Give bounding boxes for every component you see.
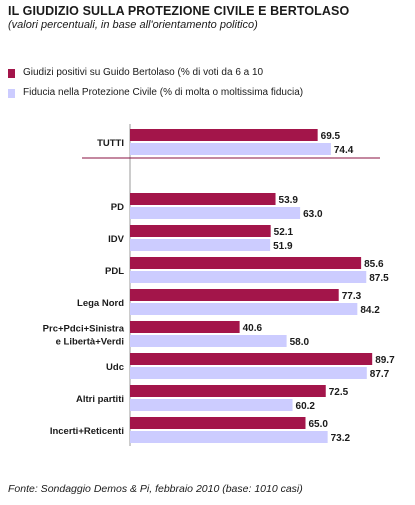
category-label-2-0: IDV: [108, 234, 125, 245]
bar-series2-3: [130, 271, 367, 283]
category-label-5-1: e Libertà+Verdi: [56, 337, 124, 348]
bar-series1-3: [130, 257, 362, 269]
source-note: Fonte: Sondaggio Demos & Pi, febbraio 20…: [8, 483, 303, 495]
bar-series2-2: [130, 239, 271, 251]
legend-label-series2: Fiducia nella Protezione Civile (% di mo…: [23, 87, 304, 98]
bar-series2-7: [130, 399, 293, 411]
category-label-3-0: PDL: [105, 266, 124, 277]
bar-series2-5: [130, 335, 287, 347]
chart-subtitle: (valori percentuali, in base all'orienta…: [8, 19, 258, 31]
legend-swatch-series1: [8, 68, 15, 78]
value-label-series1-3: 85.6: [364, 259, 384, 270]
value-label-series2-3: 87.5: [369, 273, 389, 284]
value-label-series1-7: 72.5: [329, 387, 349, 398]
value-label-series1-6: 89.7: [375, 355, 395, 366]
value-label-series1-5: 40.6: [243, 323, 263, 334]
bar-series1-0: [130, 129, 318, 141]
value-label-series1-4: 77.3: [342, 291, 362, 302]
legend-item-series2: Fiducia nella Protezione Civile (% di mo…: [8, 83, 303, 103]
value-label-series1-2: 52.1: [274, 227, 294, 238]
bar-series1-5: [130, 321, 240, 333]
bar-series1-6: [130, 353, 373, 365]
bar-chart: 69.5 74.4 TUTTI 53.9 63.0 PD 52.1 51.9 IDV 85.6 87…: [43, 124, 395, 446]
category-label-8-0: Incerti+Reticenti: [50, 426, 124, 437]
category-label-5-0: Prc+Pdci+Sinistra: [43, 324, 125, 335]
bar-series1-2: [130, 225, 271, 237]
value-label-series2-5: 58.0: [290, 337, 310, 348]
category-label-4-0: Lega Nord: [77, 298, 124, 309]
category-label-6-0: Udc: [106, 362, 124, 373]
bar-series1-7: [130, 385, 326, 397]
category-label-1-0: PD: [111, 202, 124, 213]
legend-swatch-series2: [8, 88, 15, 98]
value-label-series2-7: 60.2: [296, 401, 316, 412]
value-label-series2-0: 74.4: [334, 145, 354, 156]
bar-series2-8: [130, 431, 328, 443]
bar-series2-4: [130, 303, 358, 315]
value-label-series1-0: 69.5: [321, 131, 341, 142]
value-label-series2-1: 63.0: [303, 209, 323, 220]
legend: Giudizi positivi su Guido Bertolaso (% d…: [8, 63, 303, 103]
value-label-series2-8: 73.2: [331, 433, 351, 444]
bar-series2-1: [130, 207, 301, 219]
value-label-series2-2: 51.9: [273, 241, 293, 252]
chart-title: IL GIUDIZIO SULLA PROTEZIONE CIVILE E BE…: [8, 4, 350, 18]
bar-series2-0: [130, 143, 331, 155]
value-label-series1-8: 65.0: [309, 419, 329, 430]
bar-series1-8: [130, 417, 306, 429]
value-label-series2-6: 87.7: [370, 369, 390, 380]
category-label-7-0: Altri partiti: [76, 394, 124, 405]
legend-label-series1: Giudizi positivi su Guido Bertolaso (% d…: [23, 67, 264, 78]
bar-series1-4: [130, 289, 339, 301]
legend-item-series1: Giudizi positivi su Guido Bertolaso (% d…: [8, 63, 303, 83]
value-label-series2-4: 84.2: [360, 305, 380, 316]
bar-series1-1: [130, 193, 276, 205]
value-label-series1-1: 53.9: [279, 195, 299, 206]
category-label-0-0: TUTTI: [97, 138, 124, 149]
bar-series2-6: [130, 367, 367, 379]
